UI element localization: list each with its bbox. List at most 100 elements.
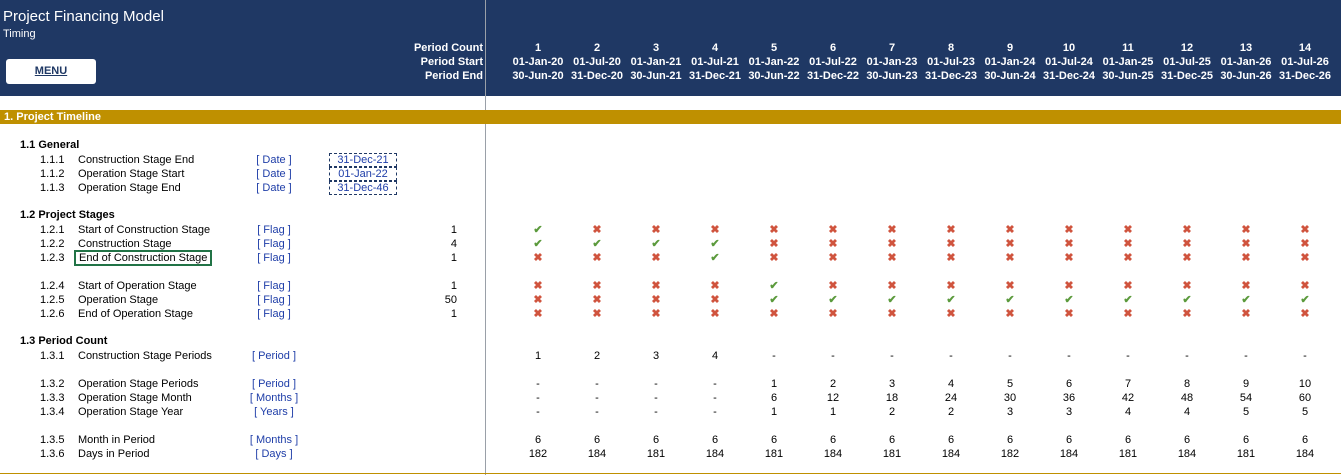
cross-icon: ✖ [1300, 252, 1310, 264]
row-label[interactable]: Operation Stage Periods [78, 378, 199, 390]
row-unit: [ Date ] [256, 182, 292, 194]
period-value: 2 [947, 406, 955, 418]
period-count-label: Period Count [413, 42, 483, 54]
header-bar: Project Financing Model Timing MENU Peri… [0, 0, 1341, 96]
cross-icon: ✖ [1123, 252, 1133, 264]
period-count: 10 [1062, 42, 1076, 54]
row-total: 1 [450, 280, 457, 292]
period-value: 48 [1180, 392, 1194, 404]
period-value: 6 [1242, 434, 1250, 446]
row-label[interactable]: End of Operation Stage [78, 308, 193, 320]
row-label[interactable]: Days in Period [78, 448, 150, 460]
period-value: 24 [944, 392, 958, 404]
date-input-cell[interactable]: 31-Dec-21 [329, 153, 397, 167]
period-value: - [536, 406, 540, 418]
date-input-cell[interactable]: 31-Dec-46 [329, 181, 397, 195]
check-icon: ✔ [710, 238, 720, 250]
cross-icon: ✖ [1300, 238, 1310, 250]
row-label[interactable]: Operation Stage Start [78, 168, 185, 180]
period-start: 01-Jul-21 [691, 56, 739, 68]
check-icon: ✔ [533, 238, 543, 250]
table-row: 1.2.6 End of Operation Stage [ Flag ] 1 ✖ ✖ ✖ ✖… [0, 307, 1341, 321]
row-unit: [ Flag ] [257, 252, 291, 264]
period-value: 4 [1124, 406, 1132, 418]
row-label[interactable]: Month in Period [78, 434, 156, 446]
period-value: 3 [1006, 406, 1014, 418]
cross-icon: ✖ [533, 294, 543, 306]
row-label[interactable]: Operation Stage [78, 294, 159, 306]
period-count: 7 [888, 42, 896, 54]
row-label[interactable]: Construction Stage Periods [78, 350, 212, 362]
cross-icon: ✖ [887, 252, 897, 264]
period-value: 184 [823, 448, 843, 460]
cross-icon: ✖ [1005, 280, 1015, 292]
row-unit: [ Years ] [254, 406, 294, 418]
freeze-pane-divider [485, 0, 486, 475]
row-label[interactable]: Operation Stage Month [78, 392, 192, 404]
row-number: 1.1.1 [40, 154, 65, 166]
table-row: 1.3.3 Operation Stage Month [ Months ] - - - -… [0, 391, 1341, 405]
row-number: 1.2.4 [40, 280, 65, 292]
period-count: 8 [947, 42, 955, 54]
period-value: 182 [1000, 448, 1020, 460]
period-value: - [1067, 350, 1071, 362]
period-value: 30 [1003, 392, 1017, 404]
period-value: 7 [1124, 378, 1132, 390]
row-label[interactable]: Start of Construction Stage [78, 224, 211, 236]
period-value: 4 [947, 378, 955, 390]
counts-section-title: 1.3 Period Count [20, 335, 108, 347]
period-value: 6 [534, 434, 542, 446]
period-value: 6 [770, 434, 778, 446]
row-label[interactable]: Construction Stage End [78, 154, 195, 166]
period-end: 30-Jun-24 [984, 70, 1036, 82]
period-value: - [536, 378, 540, 390]
row-label[interactable]: Operation Stage End [78, 182, 181, 194]
cross-icon: ✖ [1182, 308, 1192, 320]
date-input-cell[interactable]: 01-Jan-22 [329, 167, 397, 181]
period-value: - [1126, 350, 1130, 362]
period-value: 2 [593, 350, 601, 362]
period-value: 6 [888, 434, 896, 446]
cross-icon: ✖ [1123, 280, 1133, 292]
period-value: 6 [947, 434, 955, 446]
check-icon: ✔ [1123, 294, 1133, 306]
menu-button[interactable]: MENU [6, 59, 96, 84]
period-value: 6 [1124, 434, 1132, 446]
cross-icon: ✖ [533, 308, 543, 320]
period-value: - [536, 392, 540, 404]
cross-icon: ✖ [1182, 280, 1192, 292]
row-number: 1.2.6 [40, 308, 65, 320]
period-count: 4 [711, 42, 719, 54]
period-count: 1 [534, 42, 542, 54]
check-icon: ✔ [887, 294, 897, 306]
cross-icon: ✖ [1241, 224, 1251, 236]
period-value: 3 [888, 378, 896, 390]
period-value: 2 [829, 378, 837, 390]
cross-icon: ✖ [828, 238, 838, 250]
period-start: 01-Jan-21 [630, 56, 682, 68]
row-label[interactable]: Operation Stage Year [78, 406, 184, 418]
period-end: 31-Dec-20 [571, 70, 623, 82]
period-value: 36 [1062, 392, 1076, 404]
row-label[interactable]: Start of Operation Stage [78, 280, 197, 292]
period-start: 01-Jul-22 [809, 56, 857, 68]
period-end: 31-Dec-24 [1043, 70, 1095, 82]
check-icon: ✔ [1241, 294, 1251, 306]
cross-icon: ✖ [1123, 308, 1133, 320]
cross-icon: ✖ [828, 252, 838, 264]
period-value: 5 [1242, 406, 1250, 418]
check-icon: ✔ [828, 294, 838, 306]
row-total: 1 [450, 308, 457, 320]
general-section-title: 1.1 General [20, 139, 80, 151]
row-label[interactable]: Construction Stage [78, 238, 172, 250]
period-value: 2 [888, 406, 896, 418]
row-label[interactable]: End of Construction Stage [74, 250, 213, 266]
period-start: 01-Jan-26 [1220, 56, 1272, 68]
cross-icon: ✖ [828, 308, 838, 320]
check-icon: ✔ [1064, 294, 1074, 306]
period-value: 184 [1295, 448, 1315, 460]
cross-icon: ✖ [828, 224, 838, 236]
period-value: 6 [1301, 434, 1309, 446]
period-start: 01-Jan-20 [512, 56, 564, 68]
period-count: 5 [770, 42, 778, 54]
